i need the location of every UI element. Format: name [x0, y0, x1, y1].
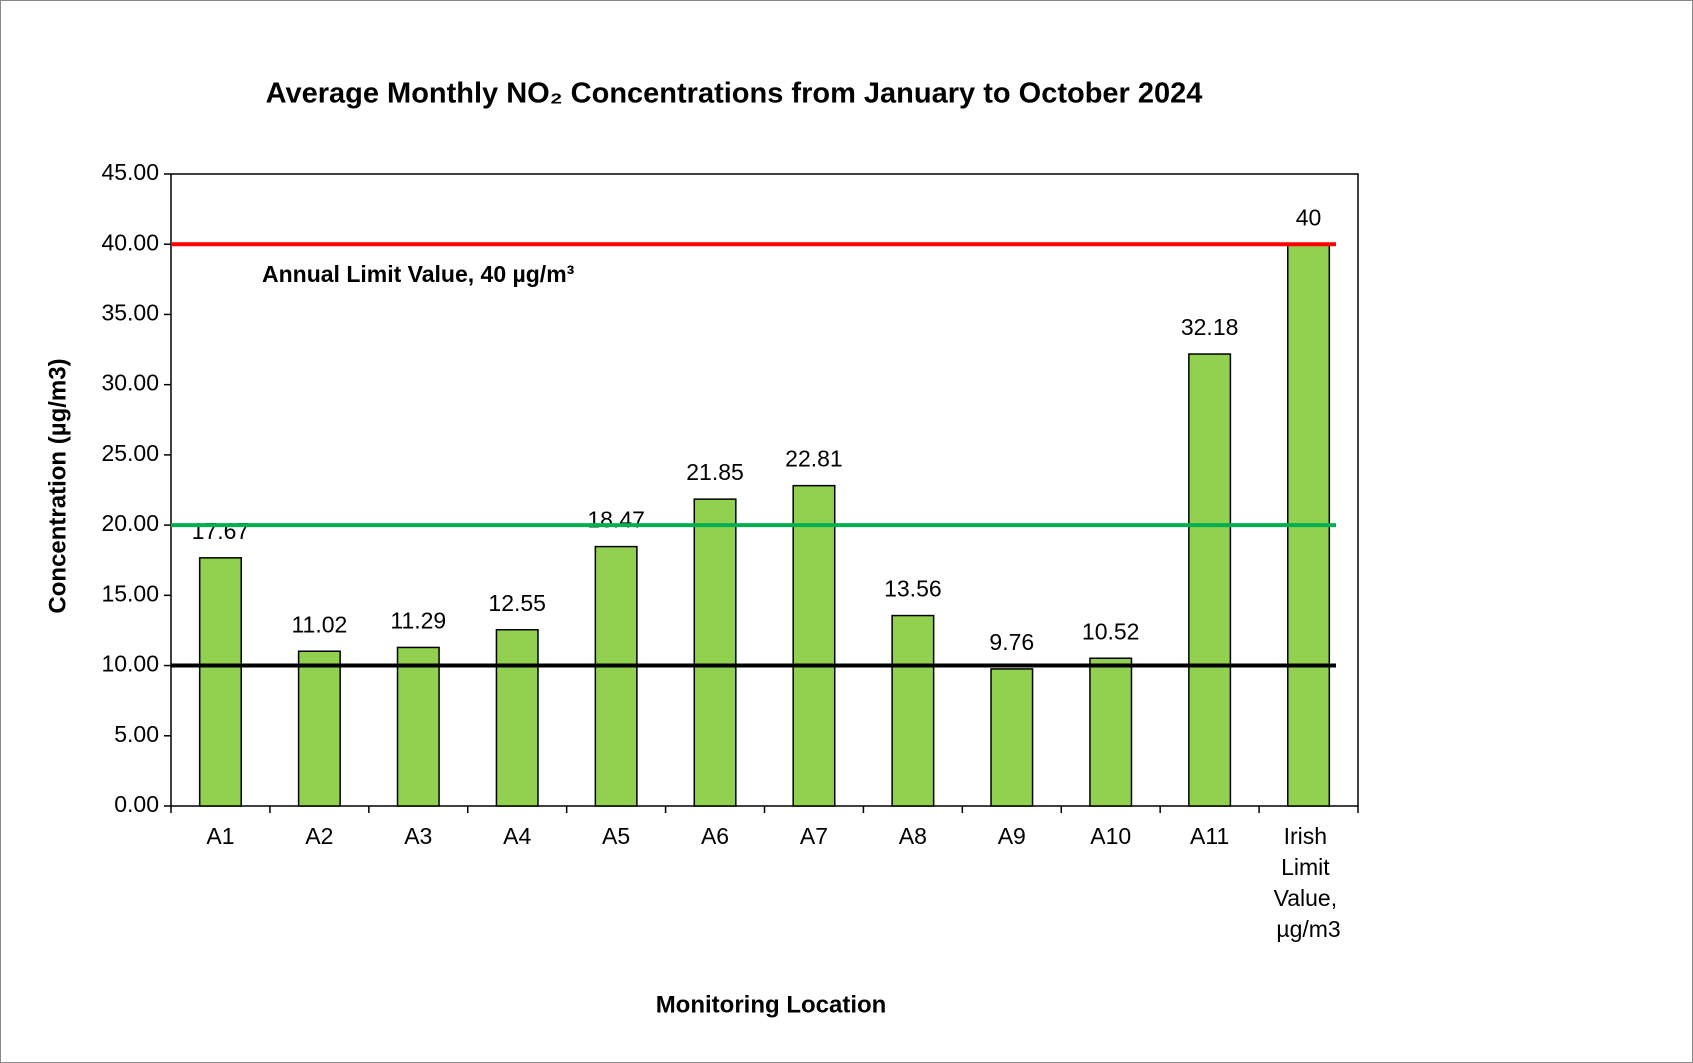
x-tick-label: A9	[998, 823, 1026, 849]
bar	[594, 545, 638, 807]
bar	[198, 557, 242, 807]
data-label: 11.02	[291, 611, 347, 637]
chart-title: Average Monthly NO₂ Concentrations from …	[266, 78, 1203, 110]
x-tick-label-line: Limit	[1281, 854, 1336, 880]
x-tick-label: A4	[503, 823, 531, 849]
y-tick-label: 10.00	[101, 651, 159, 677]
annotation: Annual Limit Value, 40 µg/m³	[262, 261, 575, 287]
data-label: 10.52	[1082, 618, 1140, 644]
data-label: 18.47	[587, 507, 645, 533]
y-axis-title: Concentration (µg/m3)	[44, 358, 71, 613]
data-label: 9.76	[989, 629, 1034, 655]
x-axis-title: Monitoring Location	[656, 991, 887, 1018]
y-tick-label: 40.00	[101, 229, 159, 255]
x-tick-label: A6	[701, 823, 729, 849]
data-label: 40	[1296, 204, 1322, 230]
data-label: 32.18	[1181, 314, 1239, 340]
x-tick-label: A10	[1090, 823, 1131, 849]
x-tick-label: A7	[800, 823, 828, 849]
y-tick-label: 45.00	[101, 159, 159, 185]
y-tick-label: 0.00	[114, 791, 159, 817]
y-tick-label: 25.00	[101, 440, 159, 466]
x-tick-label-line: Value,	[1274, 885, 1344, 911]
bar	[1089, 657, 1133, 807]
x-tick-label: A2	[305, 823, 333, 849]
x-tick-label: Irish Limit Value, µg/m3	[1274, 823, 1344, 942]
bar	[693, 498, 737, 807]
x-tick-label: A1	[206, 823, 234, 849]
data-label: 11.29	[390, 608, 446, 634]
bar	[396, 646, 440, 807]
bar	[297, 650, 341, 807]
bar	[891, 614, 935, 807]
x-tick-label: A8	[899, 823, 927, 849]
x-tick-label: A11	[1190, 823, 1229, 849]
data-label: 22.81	[785, 446, 843, 472]
x-tick-label: A3	[404, 823, 432, 849]
x-tick-label-line: Irish	[1284, 823, 1334, 849]
data-label: 21.85	[686, 459, 744, 485]
y-tick-label: 15.00	[101, 580, 159, 606]
x-tick-label-line: µg/m3	[1276, 916, 1340, 942]
x-tick-label: A5	[602, 823, 630, 849]
data-label: 12.55	[488, 590, 546, 616]
y-tick-label: 5.00	[114, 721, 159, 747]
bar	[495, 628, 539, 807]
bar	[990, 668, 1034, 807]
bar	[792, 484, 836, 807]
y-tick-label: 30.00	[101, 370, 159, 396]
y-tick-label: 35.00	[101, 300, 159, 326]
y-tick-label: 20.00	[101, 510, 159, 536]
bar	[1188, 353, 1232, 807]
data-label: 13.56	[884, 576, 942, 602]
data-label: 17.67	[192, 518, 250, 544]
